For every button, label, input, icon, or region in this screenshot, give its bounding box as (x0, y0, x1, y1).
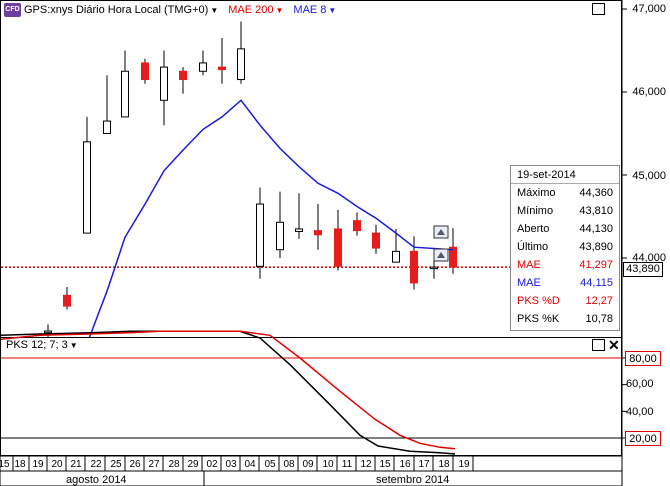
candle-body (121, 70, 129, 118)
month-label: agosto 2014 (66, 474, 127, 486)
maximize-button[interactable] (592, 3, 605, 15)
candle-body (353, 220, 361, 232)
candle-body (199, 62, 207, 72)
day-tick-label: 29 (187, 459, 199, 470)
day-tick-label: 27 (148, 459, 160, 470)
candle-body (392, 250, 400, 263)
candle-body (295, 228, 303, 232)
price-tick-label: 45,000 (632, 170, 666, 182)
day-tick-label: 19 (458, 459, 470, 470)
candle-body (430, 266, 438, 270)
info-row-pks-d: PKS %D 12,27 (517, 295, 613, 307)
chevron-down-icon[interactable]: ▼ (328, 6, 337, 15)
candle-body (63, 294, 71, 307)
day-tick-label: 11 (341, 459, 353, 470)
day-tick-label: 04 (244, 459, 256, 470)
price-tick-label: 47,000 (632, 3, 666, 15)
day-tick-label: 08 (283, 459, 295, 470)
triangle-icon (437, 229, 445, 235)
info-row-high: Máximo 44,360 (517, 187, 613, 199)
day-tick-label: 05 (264, 459, 276, 470)
candle-body (276, 221, 284, 251)
candle-body (103, 120, 111, 135)
day-tick-label: 20 (51, 459, 63, 470)
day-tick-label: 25 (110, 459, 122, 470)
day-tick-label: 03 (225, 459, 237, 470)
day-tick-label: 17 (418, 459, 430, 470)
candle-body (218, 66, 226, 71)
chevron-down-icon[interactable]: ▼ (69, 341, 78, 350)
pks-d-line (0, 330, 456, 450)
candle-body (256, 203, 264, 267)
info-row-low: Mínimo 43,810 (517, 205, 613, 217)
mae8-legend[interactable]: MAE 8 ▼ (293, 4, 337, 16)
candle-body (237, 48, 245, 81)
chart-header: GPS:xnys Diário Hora Local (TMG+0) ▼ MAE … (24, 2, 336, 18)
month-label: setembro 2014 (376, 474, 450, 486)
triangle-icon (437, 252, 445, 258)
indicator-title[interactable]: PKS 12; 7; 3 ▼ (6, 339, 78, 351)
candle-body (83, 141, 91, 234)
day-tick-label: 09 (302, 459, 314, 470)
candle-body (44, 330, 52, 334)
chevron-down-icon[interactable]: ▼ (210, 6, 219, 15)
info-row-pks-k: PKS %K 10,78 (517, 313, 613, 325)
indicator-tick: 60,00 (626, 378, 654, 390)
chevron-down-icon[interactable]: ▼ (275, 6, 284, 15)
maximize-button[interactable] (592, 339, 605, 351)
day-tick-label: 28 (168, 459, 180, 470)
day-tick-label: 19 (32, 459, 44, 470)
mae8-line (87, 99, 454, 342)
day-tick-label: 18 (438, 459, 450, 470)
day-tick-label: 15 (379, 459, 391, 470)
close-icon[interactable]: ✕ (608, 337, 620, 353)
day-tick-label: 15 (0, 459, 10, 470)
info-row-mae200: MAE 41,297 (517, 259, 613, 271)
day-tick-label: 12 (360, 459, 372, 470)
day-tick-label: 10 (322, 459, 334, 470)
info-row-last: Último 43,890 (517, 241, 613, 253)
day-tick-label: 26 (129, 459, 141, 470)
price-tick-label: 44,000 (632, 252, 666, 264)
candle-body (449, 246, 457, 268)
indicator-tick: 40,00 (626, 406, 654, 418)
candle-body (372, 232, 380, 249)
symbol-title[interactable]: GPS:xnys Diário Hora Local (TMG+0) ▼ (24, 4, 219, 16)
indicator-pane[interactable] (0, 337, 622, 456)
candle-body (141, 62, 149, 81)
day-tick-label: 02 (206, 459, 218, 470)
cfd-badge: CFD (4, 3, 21, 17)
data-window: 19-set-2014 Máximo 44,360 Mínimo 43,810 Ab… (510, 165, 620, 331)
candle-body (334, 228, 342, 267)
candle-body (314, 230, 322, 236)
info-row-open: Aberto 44,130 (517, 223, 613, 235)
pks-k-line (0, 330, 456, 455)
info-row-mae8: MAE 44,115 (517, 277, 613, 289)
mae200-legend[interactable]: MAE 200 ▼ (228, 4, 284, 16)
day-tick-label: 21 (70, 459, 82, 470)
last-price-tag: 43,890 (623, 262, 663, 277)
day-tick-label: 18 (14, 459, 26, 470)
day-tick-label: 16 (399, 459, 411, 470)
info-date: 19-set-2014 (511, 166, 619, 184)
candle-body (160, 66, 168, 101)
day-tick-label: 22 (90, 459, 102, 470)
price-tick-label: 46,000 (632, 86, 666, 98)
candle-body (410, 250, 418, 284)
candle-body (179, 70, 187, 81)
level-low-label: 20,00 (625, 431, 661, 446)
level-high-label: 80,00 (625, 351, 661, 366)
